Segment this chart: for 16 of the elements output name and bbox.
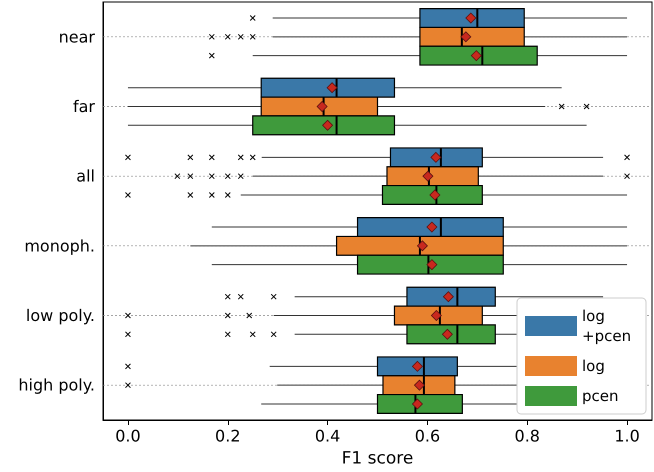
x-tick-label: 1.0 xyxy=(614,426,640,446)
legend-label: pcen xyxy=(582,387,619,405)
legend-label: log +pcen xyxy=(582,307,632,345)
x-tick-label: 0.6 xyxy=(414,426,440,446)
y-tick-label: high poly. xyxy=(18,376,95,395)
legend-label: log xyxy=(582,357,605,375)
x-axis-title: F1 score xyxy=(342,448,414,468)
y-tick-label: low poly. xyxy=(26,306,95,325)
y-tick-label: far xyxy=(72,97,96,116)
y-tick-label: monoph. xyxy=(24,236,95,256)
x-tick-label: 0.0 xyxy=(115,426,141,446)
y-tick-label: all xyxy=(76,166,95,186)
y-tick-label: near xyxy=(58,27,96,46)
x-tick-label: 0.2 xyxy=(215,426,240,446)
x-tick-label: 0.8 xyxy=(514,426,540,446)
x-tick-label: 0.4 xyxy=(314,426,340,446)
